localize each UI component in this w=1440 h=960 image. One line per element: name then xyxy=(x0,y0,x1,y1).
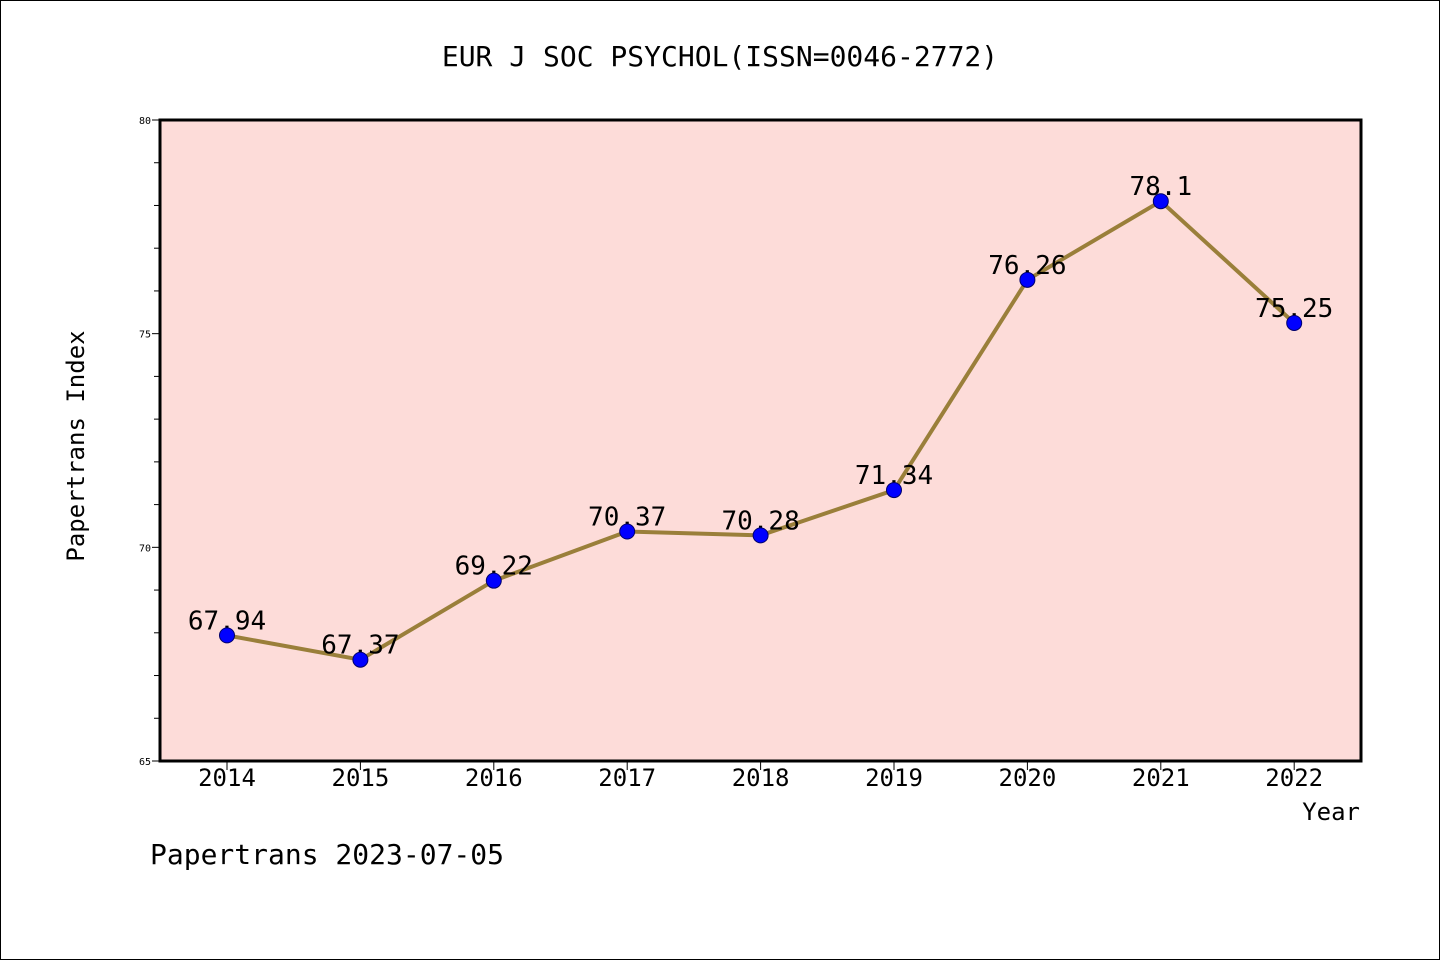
y-tick-label: 70 xyxy=(139,543,151,554)
x-tick-label: 2016 xyxy=(465,764,523,792)
plot-area xyxy=(158,118,1363,763)
y-tick-labels: 65 70 75 80 xyxy=(139,116,151,768)
data-markers xyxy=(219,193,1303,668)
x-tick-label: 2022 xyxy=(1265,764,1323,792)
y-axis-label: Papertrans Index xyxy=(62,330,90,561)
data-point-marker xyxy=(485,572,502,589)
data-point-marker xyxy=(1019,271,1036,288)
data-point-marker xyxy=(619,523,636,540)
y-tick-label: 75 xyxy=(139,330,151,341)
y-tick-label: 65 xyxy=(139,757,151,768)
x-tick-label: 2014 xyxy=(198,764,256,792)
data-point-marker xyxy=(352,651,369,668)
chart-title: EUR J SOC PSYCHOL(ISSN=0046-2772) xyxy=(442,40,998,73)
y-tick-label: 80 xyxy=(139,116,151,127)
x-ticks xyxy=(226,761,1295,770)
x-axis-label: Year xyxy=(1302,798,1360,826)
data-point-marker xyxy=(1152,193,1169,210)
data-point-marker xyxy=(886,482,902,499)
x-tick-label: 2018 xyxy=(732,764,790,792)
y-minor-ticks xyxy=(152,119,160,762)
x-tick-label: 2021 xyxy=(1132,764,1190,792)
data-point-marker xyxy=(1286,314,1303,331)
data-point-marker xyxy=(752,527,769,544)
x-tick-label: 2017 xyxy=(598,764,656,792)
footer-note: Papertrans 2023-07-05 xyxy=(150,838,504,871)
x-tick-labels: 2014 2015 2016 2017 2018 2019 2020 2021 2022 xyxy=(198,764,1323,792)
x-tick-label: 2020 xyxy=(999,764,1057,792)
data-point-marker xyxy=(219,627,235,644)
x-tick-label: 2019 xyxy=(865,764,923,792)
x-tick-label: 2015 xyxy=(332,764,390,792)
